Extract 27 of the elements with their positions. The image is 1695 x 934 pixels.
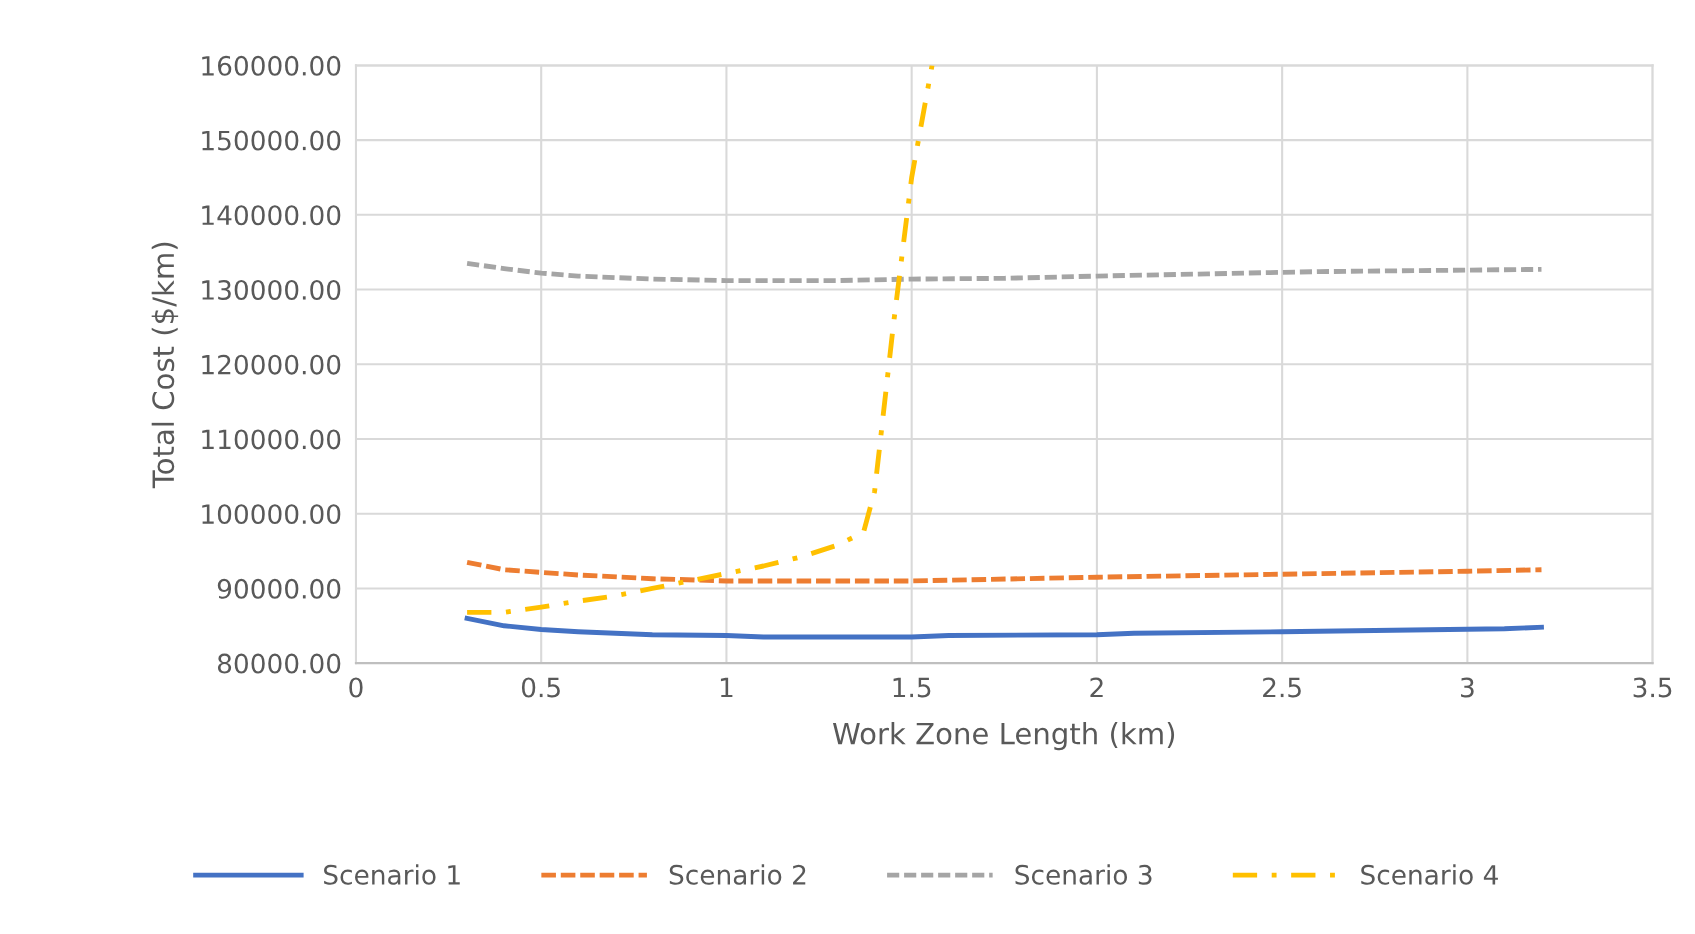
x-tick-label: 0	[349, 677, 363, 698]
x-tick-label: 3.5	[1633, 677, 1672, 698]
line-series	[464, 615, 1544, 640]
y-tick-label: 150000.00	[202, 130, 341, 151]
y-tick-label: 110000.00	[202, 429, 341, 450]
legend-label: Scenario 3	[1015, 864, 1152, 885]
line-series	[464, 559, 1544, 584]
y-tick-label: 90000.00	[217, 578, 341, 599]
y-tick-label: 160000.00	[202, 55, 341, 76]
legend-label: Scenario 4	[1361, 864, 1498, 885]
line-series	[464, 260, 1544, 283]
legend-label: Scenario 2	[669, 864, 806, 885]
y-tick-label: 100000.00	[202, 504, 341, 525]
y-tick-label: 120000.00	[202, 354, 341, 375]
y-tick-label: 80000.00	[217, 653, 341, 674]
y-tick-label: 130000.00	[202, 279, 341, 300]
line-series	[464, 65, 935, 615]
x-axis-title: Work Zone Length (km)	[832, 722, 1175, 751]
x-tick-label: 1.5	[893, 677, 931, 698]
x-tick-label: 2	[1090, 677, 1103, 698]
y-tick-label: 140000.00	[202, 205, 341, 226]
y-axis-title: Total Cost ($/km)	[151, 242, 179, 489]
x-tick-label: 3	[1461, 677, 1474, 698]
x-tick-label: 1	[720, 677, 733, 698]
legend-label: Scenario 1	[324, 864, 460, 885]
x-tick-label: 0.5	[521, 677, 560, 698]
x-tick-label: 2.5	[1263, 677, 1301, 698]
